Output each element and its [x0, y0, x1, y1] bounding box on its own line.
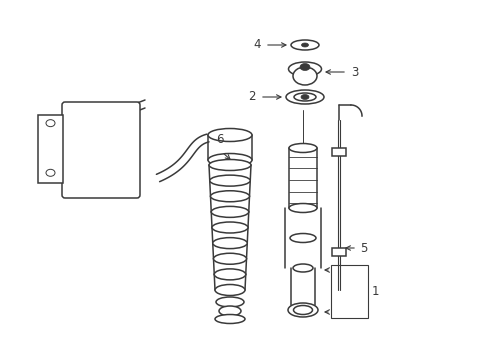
Ellipse shape	[288, 62, 321, 76]
Ellipse shape	[292, 264, 312, 272]
Ellipse shape	[208, 159, 250, 171]
Text: 1: 1	[371, 285, 379, 298]
Ellipse shape	[288, 203, 316, 212]
Ellipse shape	[209, 175, 250, 186]
Ellipse shape	[210, 191, 249, 202]
Ellipse shape	[290, 40, 318, 50]
Ellipse shape	[299, 63, 309, 71]
Ellipse shape	[293, 93, 315, 101]
FancyBboxPatch shape	[331, 148, 346, 156]
Ellipse shape	[292, 67, 316, 85]
Ellipse shape	[287, 303, 317, 317]
Ellipse shape	[212, 238, 247, 249]
Ellipse shape	[301, 94, 308, 99]
Text: 2: 2	[248, 90, 256, 104]
Ellipse shape	[219, 306, 241, 316]
Text: 6: 6	[216, 133, 224, 146]
Ellipse shape	[216, 297, 244, 307]
Ellipse shape	[207, 153, 251, 166]
Ellipse shape	[289, 234, 315, 243]
Text: 4: 4	[253, 39, 261, 51]
Ellipse shape	[215, 315, 244, 324]
Ellipse shape	[301, 43, 308, 47]
Bar	[330, 265, 367, 318]
Ellipse shape	[211, 206, 248, 217]
Ellipse shape	[215, 284, 244, 296]
Ellipse shape	[285, 90, 324, 104]
Ellipse shape	[46, 169, 55, 176]
Ellipse shape	[207, 129, 251, 141]
Text: 5: 5	[359, 242, 366, 255]
Text: 3: 3	[350, 66, 358, 78]
Ellipse shape	[288, 144, 316, 153]
Ellipse shape	[293, 306, 312, 315]
Ellipse shape	[213, 253, 246, 264]
FancyBboxPatch shape	[331, 248, 346, 256]
Ellipse shape	[214, 269, 245, 280]
FancyBboxPatch shape	[62, 102, 140, 198]
Ellipse shape	[46, 120, 55, 127]
FancyBboxPatch shape	[38, 115, 63, 183]
Ellipse shape	[212, 222, 247, 233]
